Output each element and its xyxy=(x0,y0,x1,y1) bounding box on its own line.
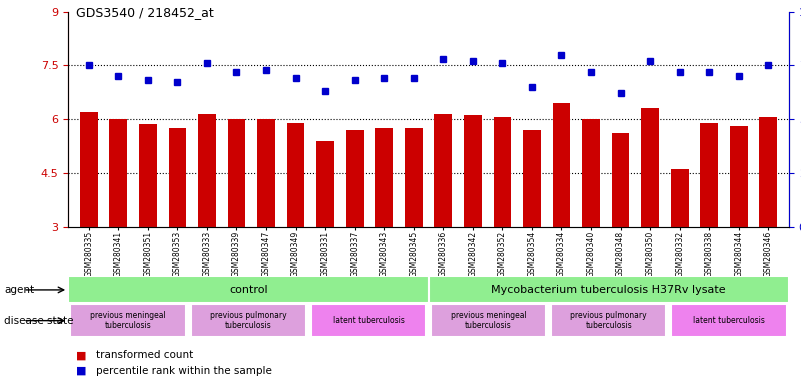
Bar xyxy=(139,124,157,227)
Text: previous pulmonary
tuberculosis: previous pulmonary tuberculosis xyxy=(570,311,647,330)
Bar xyxy=(405,128,423,227)
Bar xyxy=(730,126,747,227)
Text: agent: agent xyxy=(4,285,34,295)
Bar xyxy=(671,305,787,337)
Bar xyxy=(191,305,306,337)
Text: ■: ■ xyxy=(76,366,87,376)
Bar xyxy=(431,305,546,337)
Bar xyxy=(493,117,511,227)
Text: Mycobacterium tuberculosis H37Rv lysate: Mycobacterium tuberculosis H37Rv lysate xyxy=(492,285,726,295)
Bar xyxy=(168,128,187,227)
Text: GDS3540 / 218452_at: GDS3540 / 218452_at xyxy=(76,6,214,19)
Text: disease state: disease state xyxy=(4,316,74,326)
Text: previous meningeal
tuberculosis: previous meningeal tuberculosis xyxy=(451,311,526,330)
Bar xyxy=(759,117,777,227)
Bar xyxy=(700,122,718,227)
Text: previous pulmonary
tuberculosis: previous pulmonary tuberculosis xyxy=(210,311,287,330)
Text: transformed count: transformed count xyxy=(96,350,193,360)
Text: latent tuberculosis: latent tuberculosis xyxy=(693,316,765,325)
Bar xyxy=(582,119,600,227)
Text: previous meningeal
tuberculosis: previous meningeal tuberculosis xyxy=(91,311,166,330)
Bar xyxy=(80,112,98,227)
Bar xyxy=(68,276,429,303)
Bar xyxy=(670,169,689,227)
Text: latent tuberculosis: latent tuberculosis xyxy=(332,316,405,325)
Bar xyxy=(551,305,666,337)
Bar xyxy=(110,119,127,227)
Bar xyxy=(464,116,481,227)
Bar xyxy=(434,114,453,227)
Bar xyxy=(70,305,186,337)
Bar xyxy=(311,305,426,337)
Bar xyxy=(642,108,659,227)
Bar xyxy=(257,119,275,227)
Bar xyxy=(523,130,541,227)
Bar xyxy=(612,133,630,227)
Bar xyxy=(429,276,789,303)
Text: control: control xyxy=(229,285,268,295)
Bar xyxy=(227,119,245,227)
Bar xyxy=(198,114,215,227)
Text: percentile rank within the sample: percentile rank within the sample xyxy=(96,366,272,376)
Bar xyxy=(316,141,334,227)
Bar xyxy=(346,130,364,227)
Bar xyxy=(553,103,570,227)
Text: ■: ■ xyxy=(76,350,87,360)
Bar xyxy=(376,128,393,227)
Bar xyxy=(287,122,304,227)
